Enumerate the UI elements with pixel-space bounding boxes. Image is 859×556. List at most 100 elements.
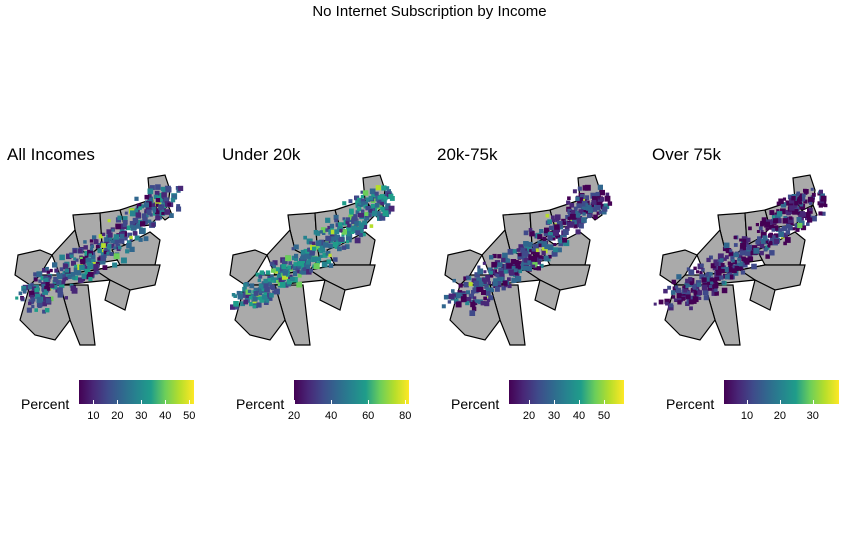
tract-cell bbox=[776, 209, 780, 213]
tract-cell bbox=[355, 204, 359, 208]
tract-cell bbox=[539, 229, 544, 234]
tract-cell bbox=[776, 211, 783, 217]
tract-cell bbox=[769, 210, 775, 215]
tract-cell bbox=[803, 199, 808, 204]
tract-cell bbox=[576, 203, 582, 209]
tract-cell bbox=[272, 277, 279, 283]
tract-cell bbox=[803, 189, 809, 194]
tract-cell bbox=[66, 253, 72, 260]
tract-cell bbox=[780, 208, 786, 215]
tract-cell bbox=[493, 278, 499, 284]
tract-cell bbox=[716, 269, 722, 276]
tract-cell bbox=[338, 222, 343, 227]
tract-cell bbox=[346, 233, 353, 240]
tract-cell bbox=[529, 230, 535, 237]
tract-cell bbox=[34, 308, 38, 312]
tract-cell bbox=[147, 219, 152, 224]
tract-cell bbox=[36, 301, 43, 308]
tract-cell bbox=[84, 268, 91, 275]
tract-cell bbox=[98, 255, 102, 259]
tract-cell bbox=[492, 281, 498, 287]
tract-cell bbox=[466, 290, 470, 295]
tract-cell bbox=[71, 273, 76, 278]
tract-cell bbox=[300, 254, 307, 260]
tract-cell bbox=[557, 247, 562, 253]
tract-cell bbox=[285, 255, 291, 262]
tract-cell bbox=[339, 229, 343, 233]
tract-cell bbox=[515, 273, 520, 278]
tract-cell bbox=[581, 217, 587, 223]
tract-cell bbox=[820, 200, 827, 207]
tract-cell bbox=[820, 195, 827, 202]
tract-cell bbox=[264, 286, 270, 293]
tract-cell bbox=[728, 274, 734, 280]
tract-cell bbox=[101, 243, 106, 248]
tract-cell bbox=[782, 197, 787, 201]
tract-cell bbox=[523, 230, 529, 236]
tract-cell bbox=[709, 277, 715, 283]
tract-cell bbox=[547, 235, 553, 241]
tract-cell bbox=[170, 197, 176, 203]
tract-cell bbox=[495, 273, 500, 278]
tract-cell bbox=[491, 261, 497, 268]
tract-cell bbox=[701, 277, 707, 283]
panel-title: 20k-75k bbox=[437, 145, 498, 164]
tract-cell bbox=[447, 300, 452, 304]
tract-cell bbox=[480, 301, 485, 306]
tract-cell bbox=[778, 198, 784, 204]
tract-cell bbox=[591, 206, 598, 212]
tract-cell bbox=[539, 263, 544, 268]
tract-cell bbox=[487, 298, 491, 302]
tract-cell bbox=[263, 295, 268, 300]
tract-cell bbox=[155, 215, 161, 221]
tract-cell bbox=[92, 262, 96, 266]
tract-cell bbox=[33, 277, 38, 282]
tract-cell bbox=[356, 206, 362, 212]
tract-cell bbox=[106, 251, 110, 255]
tract-cell bbox=[303, 235, 307, 240]
tract-cell bbox=[744, 242, 748, 247]
tract-cell bbox=[479, 282, 484, 287]
tract-cell bbox=[503, 269, 508, 274]
tract-cell bbox=[126, 240, 132, 245]
tract-cell bbox=[259, 297, 265, 303]
tract-cell bbox=[270, 276, 274, 281]
tract-cell bbox=[113, 237, 120, 244]
tract-cell bbox=[556, 220, 563, 227]
tract-cell bbox=[514, 270, 519, 275]
tract-cell bbox=[80, 259, 86, 265]
legend-tick bbox=[117, 400, 119, 404]
legend-tick-label: 20 bbox=[522, 410, 536, 422]
tract-cell bbox=[685, 278, 690, 284]
tract-cell bbox=[230, 304, 236, 310]
legend-tick bbox=[93, 400, 95, 404]
tract-cell bbox=[148, 193, 152, 198]
tract-cell bbox=[334, 234, 341, 241]
tract-cell bbox=[36, 271, 43, 278]
tract-cell bbox=[42, 301, 47, 307]
tract-cell bbox=[40, 276, 45, 281]
tract-cell bbox=[113, 234, 120, 240]
tract-cell bbox=[758, 226, 763, 231]
tract-cell bbox=[508, 269, 515, 276]
tract-cell bbox=[800, 211, 805, 216]
tract-cell bbox=[159, 216, 163, 220]
tract-cell bbox=[555, 214, 561, 220]
tract-cell bbox=[303, 248, 310, 255]
tract-cell bbox=[671, 279, 677, 285]
tract-cell bbox=[567, 216, 571, 221]
tract-cell bbox=[339, 236, 345, 242]
tract-cell bbox=[545, 213, 550, 218]
tract-cell bbox=[243, 299, 249, 305]
legend-tick-label: 50 bbox=[597, 410, 611, 422]
tract-cell bbox=[714, 276, 718, 280]
tract-cell bbox=[549, 232, 555, 238]
tract-cell bbox=[334, 218, 338, 223]
tract-cell bbox=[569, 221, 575, 227]
tract-cell bbox=[85, 257, 91, 264]
map-panel: Under 20k Percent 20 40 60 80 bbox=[215, 140, 430, 430]
tract-cell bbox=[694, 285, 700, 290]
tract-cell bbox=[73, 275, 79, 281]
tract-cell bbox=[460, 296, 467, 302]
tract-cell bbox=[288, 261, 293, 265]
